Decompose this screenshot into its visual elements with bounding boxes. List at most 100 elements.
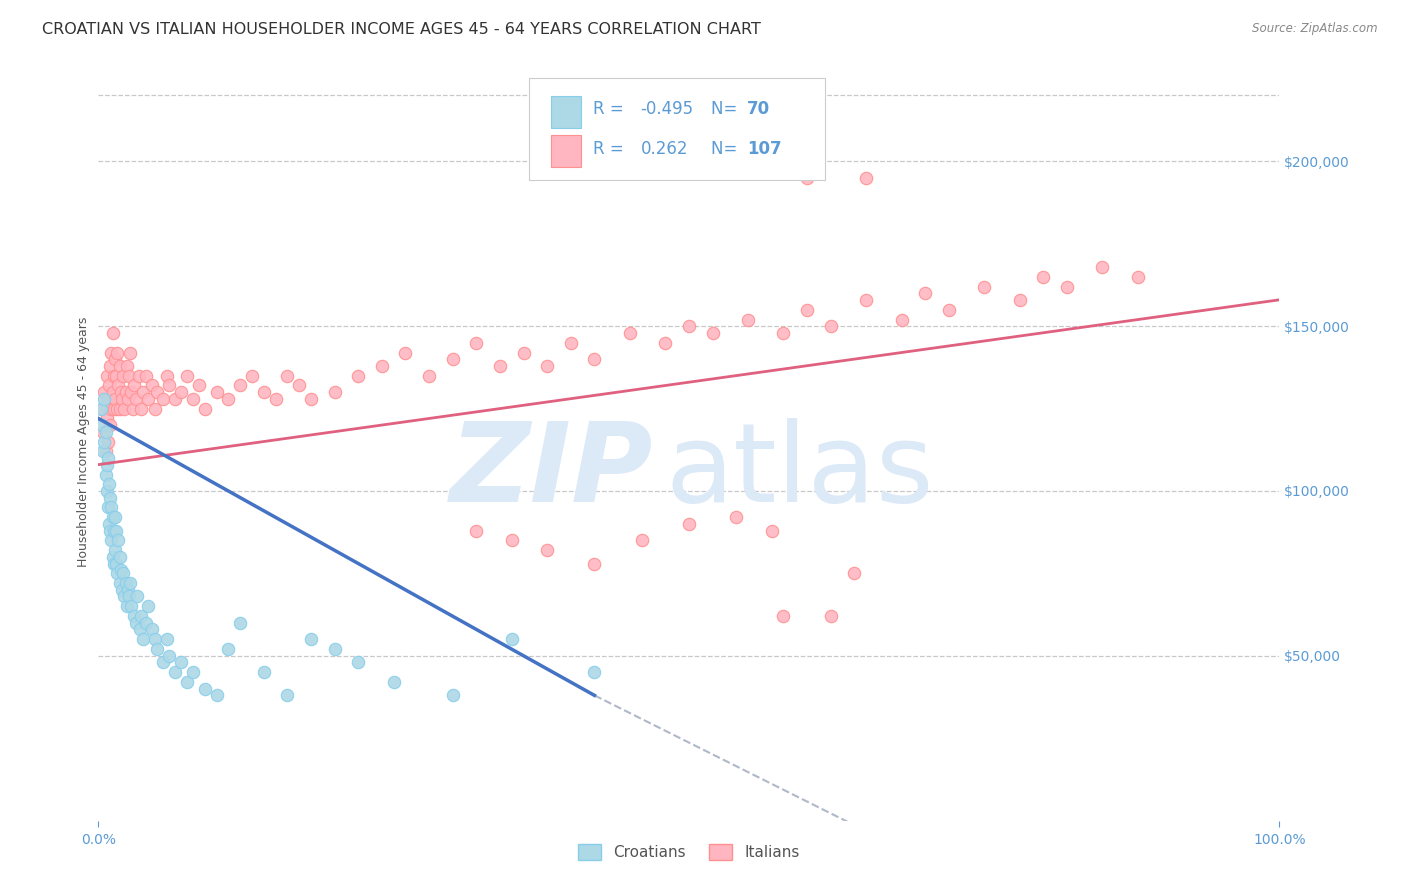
FancyBboxPatch shape <box>551 135 582 167</box>
Point <box>125 392 148 406</box>
Point <box>101 385 124 400</box>
Point <box>1126 269 1149 284</box>
Point <box>394 345 416 359</box>
Point <box>111 392 134 406</box>
Point <box>1056 279 1078 293</box>
Point <box>194 401 217 416</box>
Point <box>772 326 794 340</box>
Point <box>104 352 127 367</box>
Point <box>98 378 121 392</box>
Point <box>583 665 606 680</box>
Point <box>104 543 127 558</box>
Point <box>512 345 534 359</box>
Point <box>371 359 394 373</box>
FancyBboxPatch shape <box>530 78 825 180</box>
Point <box>120 345 142 359</box>
Point <box>112 566 135 581</box>
Text: CROATIAN VS ITALIAN HOUSEHOLDER INCOME AGES 45 - 64 YEARS CORRELATION CHART: CROATIAN VS ITALIAN HOUSEHOLDER INCOME A… <box>42 22 761 37</box>
Point <box>110 385 132 400</box>
Point <box>501 632 523 647</box>
Point <box>176 675 198 690</box>
Text: N=: N= <box>711 140 742 158</box>
Point <box>229 378 252 392</box>
Point <box>1008 293 1031 307</box>
Point <box>98 524 121 538</box>
Point <box>128 623 150 637</box>
Point <box>104 392 127 406</box>
Point <box>1032 269 1054 284</box>
Point <box>98 359 121 373</box>
Point <box>347 368 370 383</box>
Point <box>465 524 488 538</box>
Point <box>299 392 322 406</box>
Point <box>96 368 118 383</box>
Point <box>90 401 112 416</box>
Point <box>97 450 120 465</box>
Point <box>110 563 132 577</box>
Point <box>135 368 157 383</box>
Point <box>441 689 464 703</box>
Point <box>101 510 124 524</box>
Point <box>205 689 228 703</box>
Text: ZIP: ZIP <box>450 418 654 525</box>
Point <box>91 418 114 433</box>
Point <box>973 279 995 293</box>
Point <box>132 632 155 647</box>
Point <box>181 392 204 406</box>
Point <box>855 170 877 185</box>
Text: atlas: atlas <box>665 418 934 525</box>
Point <box>165 665 187 680</box>
Point <box>654 335 676 350</box>
Point <box>107 533 129 548</box>
Point <box>112 368 135 383</box>
Point <box>156 632 179 647</box>
Point <box>97 500 120 515</box>
Point <box>725 510 748 524</box>
Point <box>194 681 217 696</box>
Point <box>96 458 118 472</box>
Point <box>170 656 193 670</box>
Point <box>141 378 163 392</box>
Text: R =: R = <box>593 100 630 118</box>
Point <box>619 326 641 340</box>
Point <box>100 500 122 515</box>
Point <box>465 335 488 350</box>
Point <box>914 286 936 301</box>
Point <box>264 392 287 406</box>
Legend: Croatians, Italians: Croatians, Italians <box>572 838 806 866</box>
Text: 0.262: 0.262 <box>641 140 688 158</box>
Point <box>121 385 143 400</box>
Point <box>489 359 512 373</box>
Point <box>217 642 239 657</box>
Point <box>96 483 118 498</box>
Point <box>855 293 877 307</box>
Point <box>217 392 239 406</box>
Point <box>143 401 166 416</box>
Point <box>107 378 129 392</box>
Point <box>103 524 125 538</box>
Point <box>117 582 139 597</box>
Point <box>560 335 582 350</box>
Point <box>844 566 866 581</box>
Point <box>105 401 128 416</box>
Point <box>100 401 122 416</box>
Point <box>114 385 136 400</box>
Point <box>418 368 440 383</box>
Point <box>108 359 131 373</box>
Point <box>820 319 842 334</box>
Point <box>132 385 155 400</box>
Point <box>820 609 842 624</box>
Point <box>288 378 311 392</box>
Point <box>323 642 346 657</box>
Point <box>737 312 759 326</box>
Point <box>253 385 276 400</box>
Point <box>129 401 152 416</box>
Point <box>146 642 169 657</box>
Point <box>240 368 263 383</box>
Point <box>115 359 138 373</box>
Point <box>135 615 157 630</box>
Text: Source: ZipAtlas.com: Source: ZipAtlas.com <box>1253 22 1378 36</box>
Point <box>583 352 606 367</box>
Point <box>94 444 117 458</box>
Point <box>299 632 322 647</box>
